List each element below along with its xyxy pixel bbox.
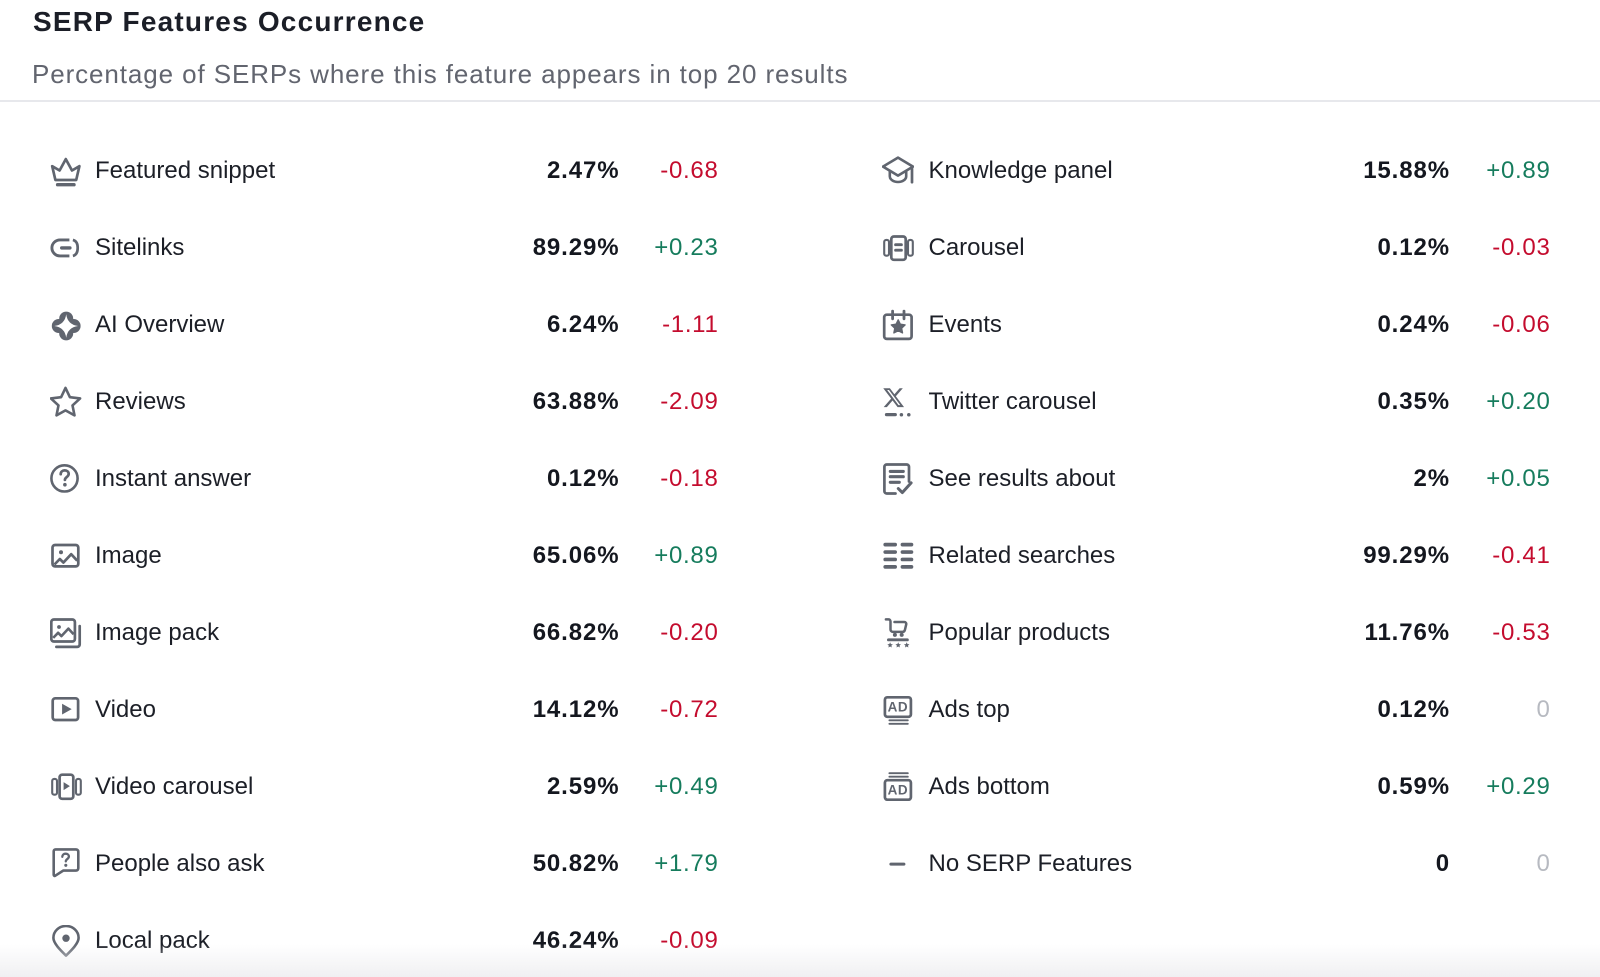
svg-text:AD: AD [887, 782, 908, 797]
svg-text:AD: AD [887, 699, 908, 714]
